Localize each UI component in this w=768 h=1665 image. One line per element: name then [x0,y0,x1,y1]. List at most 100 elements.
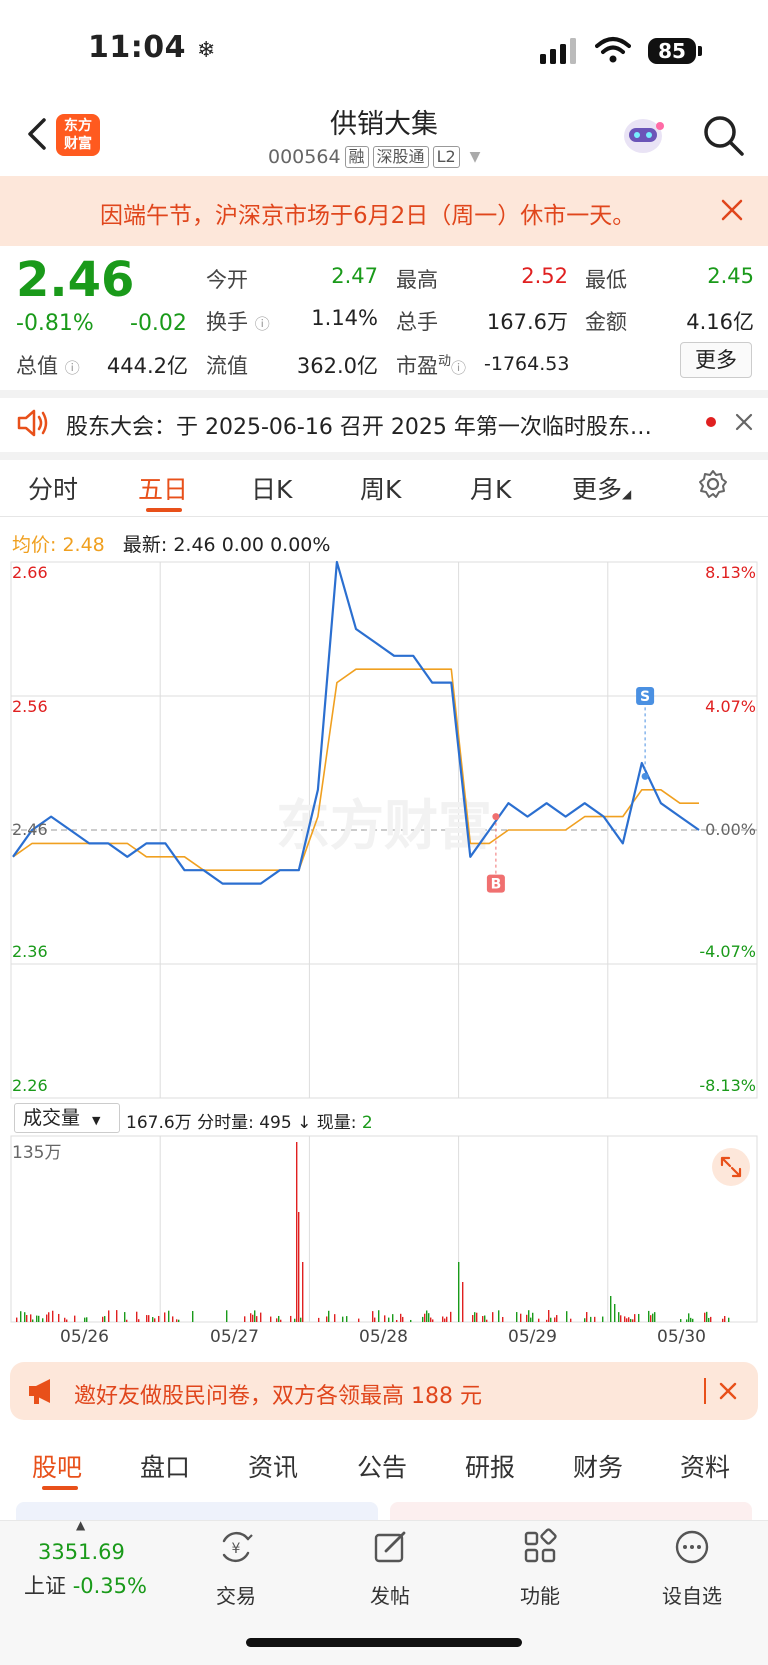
volume-bar [566,1311,568,1322]
volume-bar [30,1314,32,1322]
card-edge [390,1502,752,1522]
volume-bar [400,1313,402,1322]
change-amount: -0.02 [130,311,187,336]
date-label: 05/29 [508,1327,557,1347]
trade-marker-dot [492,813,500,821]
trade-icon[interactable]: ¥ [216,1527,256,1567]
assistant-robot-icon[interactable] [620,114,666,158]
volume-bar [614,1304,616,1322]
back-icon[interactable] [20,112,56,156]
five-day-price-chart[interactable]: 东方财富 B S [0,560,768,1100]
settings-gear-icon[interactable] [697,468,729,500]
change-percent: -0.81% [16,311,94,336]
tab-monthly-k[interactable]: 月K [470,475,512,504]
index-name: 上证 [24,1574,66,1598]
volume-bar [52,1310,54,1322]
volume-bar [326,1316,328,1322]
volume-max-label: 135万 [12,1143,62,1163]
tab-guba[interactable]: 股吧 [32,1453,83,1482]
announcement-text[interactable]: 股东大会：于 2025-06-16 召开 2025 年第一次临时股东… [66,415,652,440]
current-price: 2.46 [16,252,135,308]
volume-bar [126,1319,128,1322]
volume-bar [388,1317,390,1322]
volume-bar [458,1262,460,1322]
info-icon[interactable]: ⓘ [451,359,467,377]
tab-daily-k[interactable]: 日K [251,475,293,504]
y-left-tick: 2.26 [12,1076,48,1095]
latest-value: 2.46 [173,534,216,556]
page-title: 供销大集 [330,109,438,140]
tab-news[interactable]: 资讯 [248,1453,299,1482]
nav-functions[interactable]: 功能 [520,1584,560,1608]
nav-trade[interactable]: 交易 [216,1584,256,1608]
invite-text: 邀好友做股民问卷，双方各领最高 188 元 [74,1384,482,1409]
date-label: 05/26 [60,1327,109,1347]
volume-bar [16,1317,18,1322]
tab-weekly-k[interactable]: 周K [360,475,402,504]
tab-finance[interactable]: 财务 [573,1453,624,1482]
expand-icon[interactable] [712,1148,750,1186]
volume-bar [358,1318,360,1322]
dropdown-icon[interactable]: ▼ [469,149,481,165]
pe-label: 市盈动ⓘ [396,354,467,378]
volume-bar [692,1318,694,1322]
chart-info-row: 均价: 2.48 最新: 2.46 0.00 0.00% [12,530,330,557]
info-icon[interactable]: ⓘ [64,359,80,377]
index-value[interactable]: 3351.69 [38,1540,125,1564]
volume-bar [538,1318,540,1322]
volume-bar [36,1315,38,1322]
volume-bar [602,1316,604,1322]
close-icon[interactable] [718,196,746,224]
float-value: 362.0亿 [296,354,378,378]
signal-icon [540,38,576,64]
volume-bar [556,1315,558,1322]
volume-bar [424,1313,426,1322]
tab-research[interactable]: 研报 [465,1453,516,1482]
invite-banner[interactable] [10,1362,758,1420]
volume-bar [86,1317,88,1322]
volume-bar [550,1317,552,1322]
volume-bar [628,1317,630,1322]
trade-marker-dot [641,772,649,780]
trade-marker-s [636,687,655,705]
indicator-select[interactable]: 成交量 ▼ [14,1103,120,1133]
volume-bar [548,1310,550,1322]
nav-post[interactable]: 发帖 [370,1584,410,1608]
volume-bar [176,1319,178,1322]
tab-intraday[interactable]: 分时 [28,475,79,504]
close-icon[interactable] [734,412,754,432]
more-button[interactable]: 更多 [680,342,752,378]
tab-profile[interactable]: 资料 [680,1453,731,1482]
volume-bar [708,1317,710,1322]
volume-bar [384,1315,386,1322]
speaker-icon [17,409,48,437]
tab-pankou[interactable]: 盘口 [140,1453,191,1482]
add-watchlist-icon[interactable] [672,1527,712,1567]
close-icon[interactable] [718,1381,738,1401]
volume-bar [526,1314,528,1322]
latest-pct: 0.00% [270,534,331,556]
tab-announcements[interactable]: 公告 [357,1453,408,1482]
volume-bar [532,1312,534,1322]
info-icon[interactable]: ⓘ [254,315,270,333]
tab-five-day[interactable]: 五日 [138,475,189,504]
post-edit-icon[interactable] [370,1527,410,1567]
volume-bar [46,1314,48,1322]
volume-bar [428,1313,430,1322]
trade-marker-label: B [491,877,502,893]
unread-dot [706,417,716,427]
index-row[interactable]: 上证 -0.35% [24,1570,147,1600]
search-icon[interactable] [700,112,746,158]
low-value: 2.45 [707,264,754,288]
divider [0,390,768,398]
functions-grid-icon[interactable] [520,1527,560,1567]
nav-add-watchlist[interactable]: 设自选 [662,1584,722,1608]
volume-bar [472,1315,474,1322]
volume-bar [594,1316,596,1322]
volume-bar [492,1312,494,1322]
volume-bar [396,1319,398,1322]
tab-more[interactable]: 更多◢ [572,475,632,504]
volume-bar [276,1318,278,1322]
volume-bar [554,1317,556,1322]
volume-frame [10,1135,758,1323]
